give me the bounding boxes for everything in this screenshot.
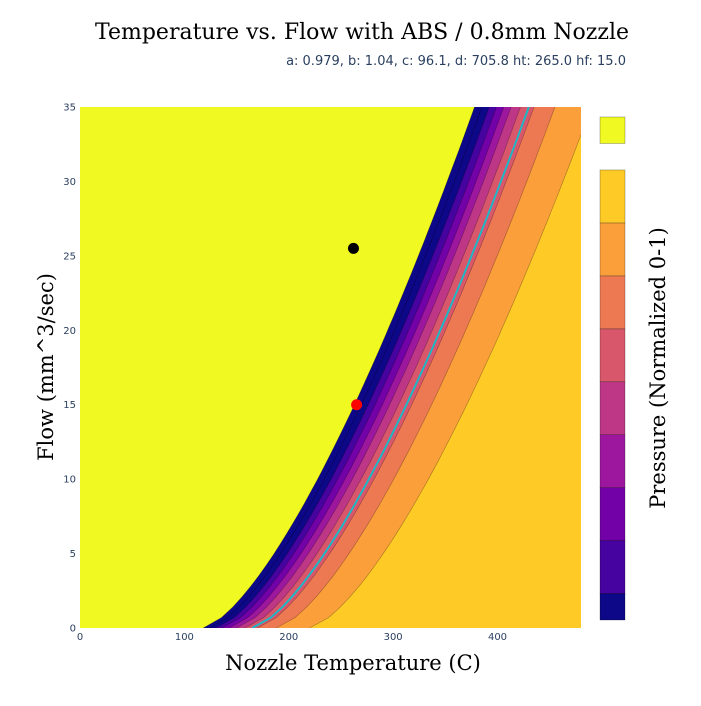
chart-subtitle: a: 0.979, b: 1.04, c: 96.1, d: 705.8 ht:… <box>286 54 626 69</box>
colorbar-segment-7 <box>599 222 626 277</box>
y-tick-label: 10 <box>63 475 76 486</box>
highlight-contour-line <box>251 107 530 628</box>
colorbar-segment-8 <box>599 169 626 224</box>
y-tick-label: 35 <box>63 103 76 114</box>
colorbar-title: Pressure (Normalized 0-1) <box>646 227 670 509</box>
y-tick-label: 5 <box>70 549 76 560</box>
x-tick-label: 0 <box>77 632 83 643</box>
x-axis-ticks: 0 100 200 300 400 <box>77 632 507 643</box>
y-axis-title: Flow (mm^3/sec) <box>34 273 58 461</box>
x-tick-label: 400 <box>488 632 507 643</box>
x-tick-label: 300 <box>384 632 403 643</box>
y-tick-label: 25 <box>63 251 76 262</box>
contour-plot-area <box>80 107 581 628</box>
colorbar-segment-3 <box>599 434 626 488</box>
y-tick-label: 20 <box>63 326 76 337</box>
marker-points <box>347 242 363 411</box>
colorbar-segment-2 <box>599 487 626 541</box>
contour-region-0 <box>309 133 581 628</box>
colorbar-segment-5 <box>599 328 626 383</box>
colorbar-segment-0 <box>599 593 626 621</box>
colorbar-segment-6 <box>599 275 626 330</box>
data-point-1 <box>347 242 359 254</box>
x-tick-label: 200 <box>279 632 298 643</box>
x-tick-label: 100 <box>175 632 194 643</box>
colorbar-segment-9 <box>599 116 626 144</box>
y-axis-ticks: 0 5 10 15 20 25 30 35 <box>63 103 76 635</box>
chart-title: Temperature vs. Flow with ABS / 0.8mm No… <box>95 20 629 45</box>
colorbar <box>599 116 626 621</box>
y-tick-label: 0 <box>70 624 76 635</box>
colorbar-segment-4 <box>599 381 626 435</box>
x-axis-title: Nozzle Temperature (C) <box>225 651 481 675</box>
y-tick-label: 30 <box>63 177 76 188</box>
colorbar-segment-1 <box>599 540 626 594</box>
y-tick-label: 15 <box>63 400 76 411</box>
data-point-0 <box>351 399 363 411</box>
